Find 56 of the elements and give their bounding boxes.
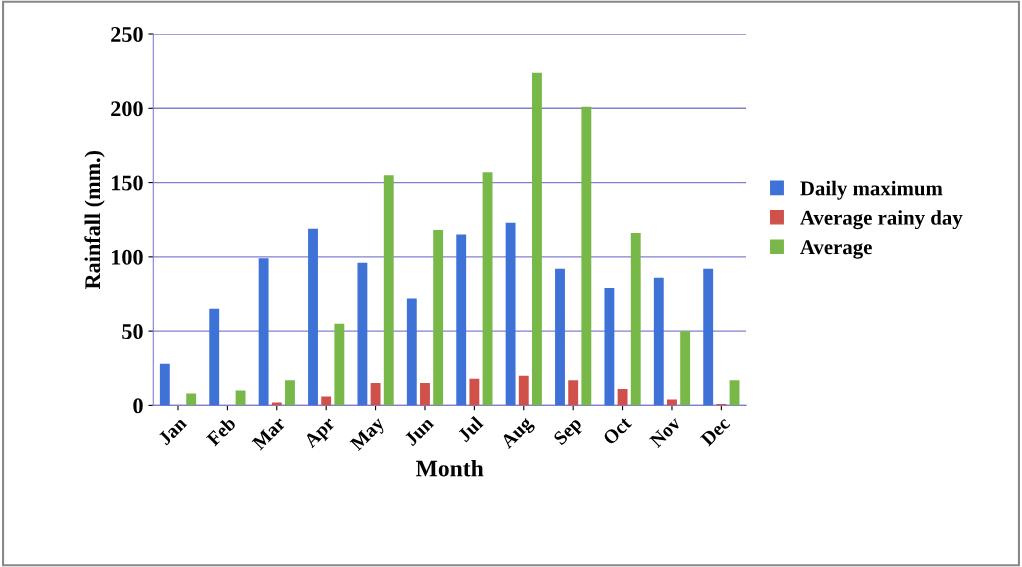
x-tick-label: Jun [403, 415, 435, 447]
x-tick-label: Jul [456, 415, 484, 443]
bar [186, 393, 197, 406]
bar [604, 288, 615, 406]
bar [581, 106, 592, 406]
bar [383, 175, 394, 406]
bar [703, 268, 714, 406]
x-tick-label: Apr [303, 415, 339, 452]
y-tick-label: 100 [112, 249, 143, 265]
legend-label: Average [800, 240, 872, 259]
bar [406, 298, 417, 406]
bar [235, 390, 246, 406]
bar [433, 230, 444, 406]
legend-label: Average rainy day [800, 210, 963, 230]
bar [568, 380, 579, 406]
x-tick-label: Aug [499, 415, 537, 452]
x-tick-label: Nov [649, 415, 682, 449]
bar [482, 172, 493, 406]
x-tick-label: Feb [205, 415, 237, 447]
bar [357, 262, 368, 406]
bar [209, 308, 220, 406]
bar [505, 222, 516, 406]
x-tick-label: Oct [602, 415, 633, 446]
x-tick-label: Jan [157, 415, 188, 446]
bar [334, 323, 345, 406]
bar [321, 396, 332, 406]
bar [456, 234, 467, 406]
x-tick-label: Mar [251, 415, 287, 451]
bar [258, 258, 269, 406]
bar [271, 402, 282, 406]
y-tick-label: 0 [133, 398, 143, 414]
legend-label: Daily maximum [800, 180, 943, 200]
bar [159, 363, 170, 406]
bar [630, 233, 641, 406]
y-tick-label: 50 [122, 324, 143, 340]
bar [420, 383, 430, 406]
x-tick-label: May [349, 415, 388, 455]
x-tick-label: Sep [552, 416, 586, 449]
bar [653, 277, 664, 406]
y-tick-label: 200 [111, 101, 143, 117]
bar [518, 375, 529, 406]
bar [555, 268, 565, 406]
bar [532, 72, 542, 406]
bar [308, 228, 318, 406]
y-axis-title: Rainfall (mm.) [84, 150, 105, 290]
bar [285, 380, 295, 406]
bar [729, 380, 740, 406]
x-axis-title: Month [415, 459, 484, 477]
bar [667, 399, 677, 406]
bar [469, 378, 480, 406]
bar [370, 383, 381, 406]
bar [617, 389, 628, 406]
bar [680, 331, 691, 406]
y-tick-label: 250 [111, 26, 143, 42]
y-tick-label: 150 [112, 175, 143, 191]
x-tick-label: Dec [700, 416, 731, 447]
